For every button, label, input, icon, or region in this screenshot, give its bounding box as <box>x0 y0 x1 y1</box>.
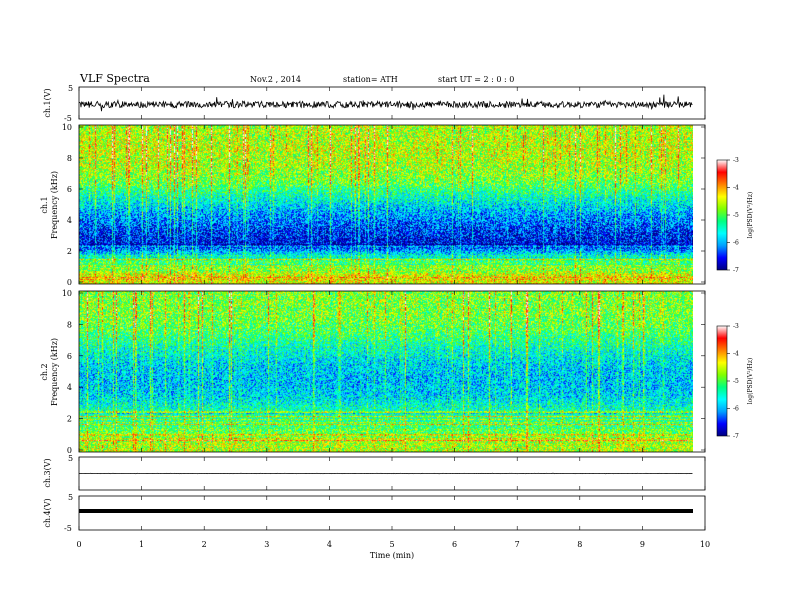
ch2-spec-ylabel-channel: ch.2 <box>40 363 49 380</box>
colorbar-tick-label: -6 <box>733 240 739 247</box>
colorbar-tick-label: -3 <box>733 157 739 164</box>
ch1-spec-ylabel-channel: ch.1 <box>40 196 49 213</box>
colorbar-ch2 <box>716 325 728 437</box>
ch4-waveform-line <box>79 509 693 513</box>
ch2-spectrogram <box>79 291 693 452</box>
ch1-wave-frame <box>78 86 706 120</box>
station-label: station= ATH <box>343 75 398 84</box>
ch3-wave-ylabel: ch.3(V) <box>43 458 52 487</box>
colorbar-ch2-label: log(PSD(V²/Hz) <box>747 358 754 405</box>
x-tick-label: 10 <box>700 540 710 549</box>
date-label: Nov.2 , 2014 <box>250 75 301 84</box>
x-tick-label: 7 <box>515 540 520 549</box>
y-tick-label: 10 <box>62 123 72 132</box>
colorbar-tick-label: -5 <box>733 212 739 219</box>
ch1-wave-ytick-top: 5 <box>68 84 73 93</box>
colorbar-tick-label: -4 <box>733 185 739 192</box>
colorbar-ch1 <box>716 159 728 271</box>
colorbar-tick-label: -5 <box>733 378 739 385</box>
x-tick-label: 6 <box>452 540 457 549</box>
ch4-wave-ytick-top: 5 <box>68 493 73 502</box>
ch4-wave-ytick-bottom: -5 <box>64 524 72 533</box>
x-tick-label: 8 <box>577 540 582 549</box>
y-tick-label: 4 <box>67 383 72 392</box>
x-tick-label: 2 <box>202 540 207 549</box>
ch1-wave-ylabel: ch.1(V) <box>43 88 52 117</box>
y-tick-label: 8 <box>67 320 72 329</box>
ch1-spectrogram <box>79 125 693 284</box>
y-tick-label: 2 <box>67 247 72 256</box>
x-axis-label: Time (min) <box>370 551 414 560</box>
x-tick-label: 1 <box>139 540 144 549</box>
ch2-spec-ylabel: Frequency (kHz) <box>50 338 59 406</box>
colorbar-tick-label: -3 <box>733 323 739 330</box>
y-tick-label: 8 <box>67 154 72 163</box>
figure-title: VLF Spectra <box>79 72 150 85</box>
ch1-wave-ytick-bottom: -5 <box>64 114 72 123</box>
ch1-spec-ylabel: Frequency (kHz) <box>50 171 59 239</box>
colorbar-tick-label: -7 <box>733 267 739 274</box>
colorbar-tick-label: -4 <box>733 351 739 358</box>
y-tick-label: 4 <box>67 216 72 225</box>
ch1-waveform-line <box>78 94 693 112</box>
x-tick-label: 9 <box>640 540 645 549</box>
y-tick-label: 0 <box>67 446 72 455</box>
x-tick-label: 3 <box>264 540 269 549</box>
colorbar-tick-label: -6 <box>733 406 739 413</box>
y-tick-label: 10 <box>62 289 72 298</box>
x-tick-label: 0 <box>76 540 81 549</box>
y-tick-label: 0 <box>67 278 72 287</box>
x-tick-label: 5 <box>389 540 394 549</box>
start-ut-label: start UT = 2 : 0 : 0 <box>438 75 514 84</box>
colorbar-tick-label: -7 <box>733 433 739 440</box>
y-tick-label: 6 <box>67 352 72 361</box>
ch4-wave-ylabel: ch.4(V) <box>43 498 52 527</box>
colorbar-ch1-label: log(PSD(V²/Hz) <box>747 192 754 239</box>
ch3-wave-ytick-top: 5 <box>68 454 73 463</box>
y-tick-label: 6 <box>67 185 72 194</box>
x-tick-label: 4 <box>327 540 332 549</box>
y-tick-label: 2 <box>67 415 72 424</box>
